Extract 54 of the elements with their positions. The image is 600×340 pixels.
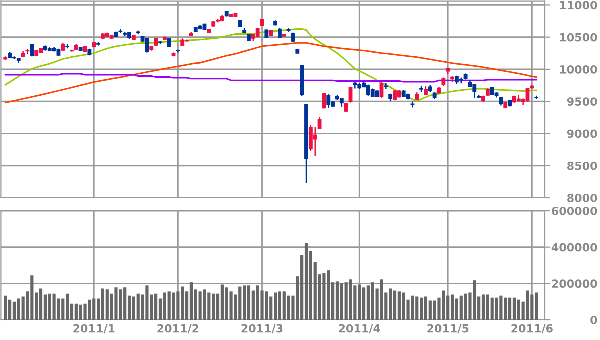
bar (380, 280, 384, 320)
bar (336, 282, 340, 320)
bar (482, 294, 486, 320)
bar (304, 243, 308, 320)
candlestick (380, 82, 384, 100)
bar (526, 290, 530, 320)
candlestick (526, 87, 530, 103)
bar (203, 290, 206, 320)
y-tick-label: 9500 (567, 98, 598, 106)
bar (393, 290, 397, 320)
bar (278, 292, 282, 320)
y-tick-label: 9000 (567, 130, 598, 138)
line-series (4, 73, 538, 83)
x-tick-label: 2011/4 (339, 324, 380, 334)
y-tick-label: 11000 (560, 1, 598, 10)
y-tick-label: 200000 (552, 280, 598, 288)
bar (190, 282, 194, 320)
candlestick (278, 28, 282, 39)
bar (247, 286, 251, 320)
x-tick-label: 2011/6 (512, 324, 553, 334)
candlestick (145, 37, 150, 54)
bar (349, 280, 352, 320)
y-tick-label: 400000 (552, 243, 598, 252)
y-tick-label: 8000 (568, 194, 598, 202)
x-tick-label: 2011/1 (74, 324, 115, 334)
bar (512, 298, 516, 320)
candlestick (348, 86, 353, 104)
line-series (4, 28, 538, 102)
bar (114, 288, 118, 320)
y-tick-label: 0 (590, 316, 598, 324)
y-tick-label: 8500 (568, 162, 598, 170)
y-tick-label: 600000 (552, 206, 598, 216)
x-tick-label: 2011/2 (158, 324, 199, 334)
bar (101, 288, 105, 320)
x-tick-label: 2011/3 (242, 324, 283, 334)
candlestick (313, 126, 318, 157)
bar (84, 304, 87, 320)
x-tick-label: 2011/5 (428, 324, 469, 334)
bar (12, 302, 16, 320)
candlestick (326, 94, 331, 109)
bar (508, 298, 512, 320)
line-series (4, 42, 538, 104)
bar (39, 288, 43, 320)
bar (362, 288, 366, 320)
y-tick-label: 10000 (560, 65, 598, 74)
bar (172, 292, 176, 320)
bar (450, 294, 454, 320)
candlestick (472, 84, 477, 100)
bar (274, 292, 278, 320)
bar (424, 296, 428, 320)
y-tick-label: 10500 (560, 33, 598, 42)
candlestick (30, 44, 34, 58)
bar (495, 298, 498, 320)
bar (4, 296, 8, 320)
